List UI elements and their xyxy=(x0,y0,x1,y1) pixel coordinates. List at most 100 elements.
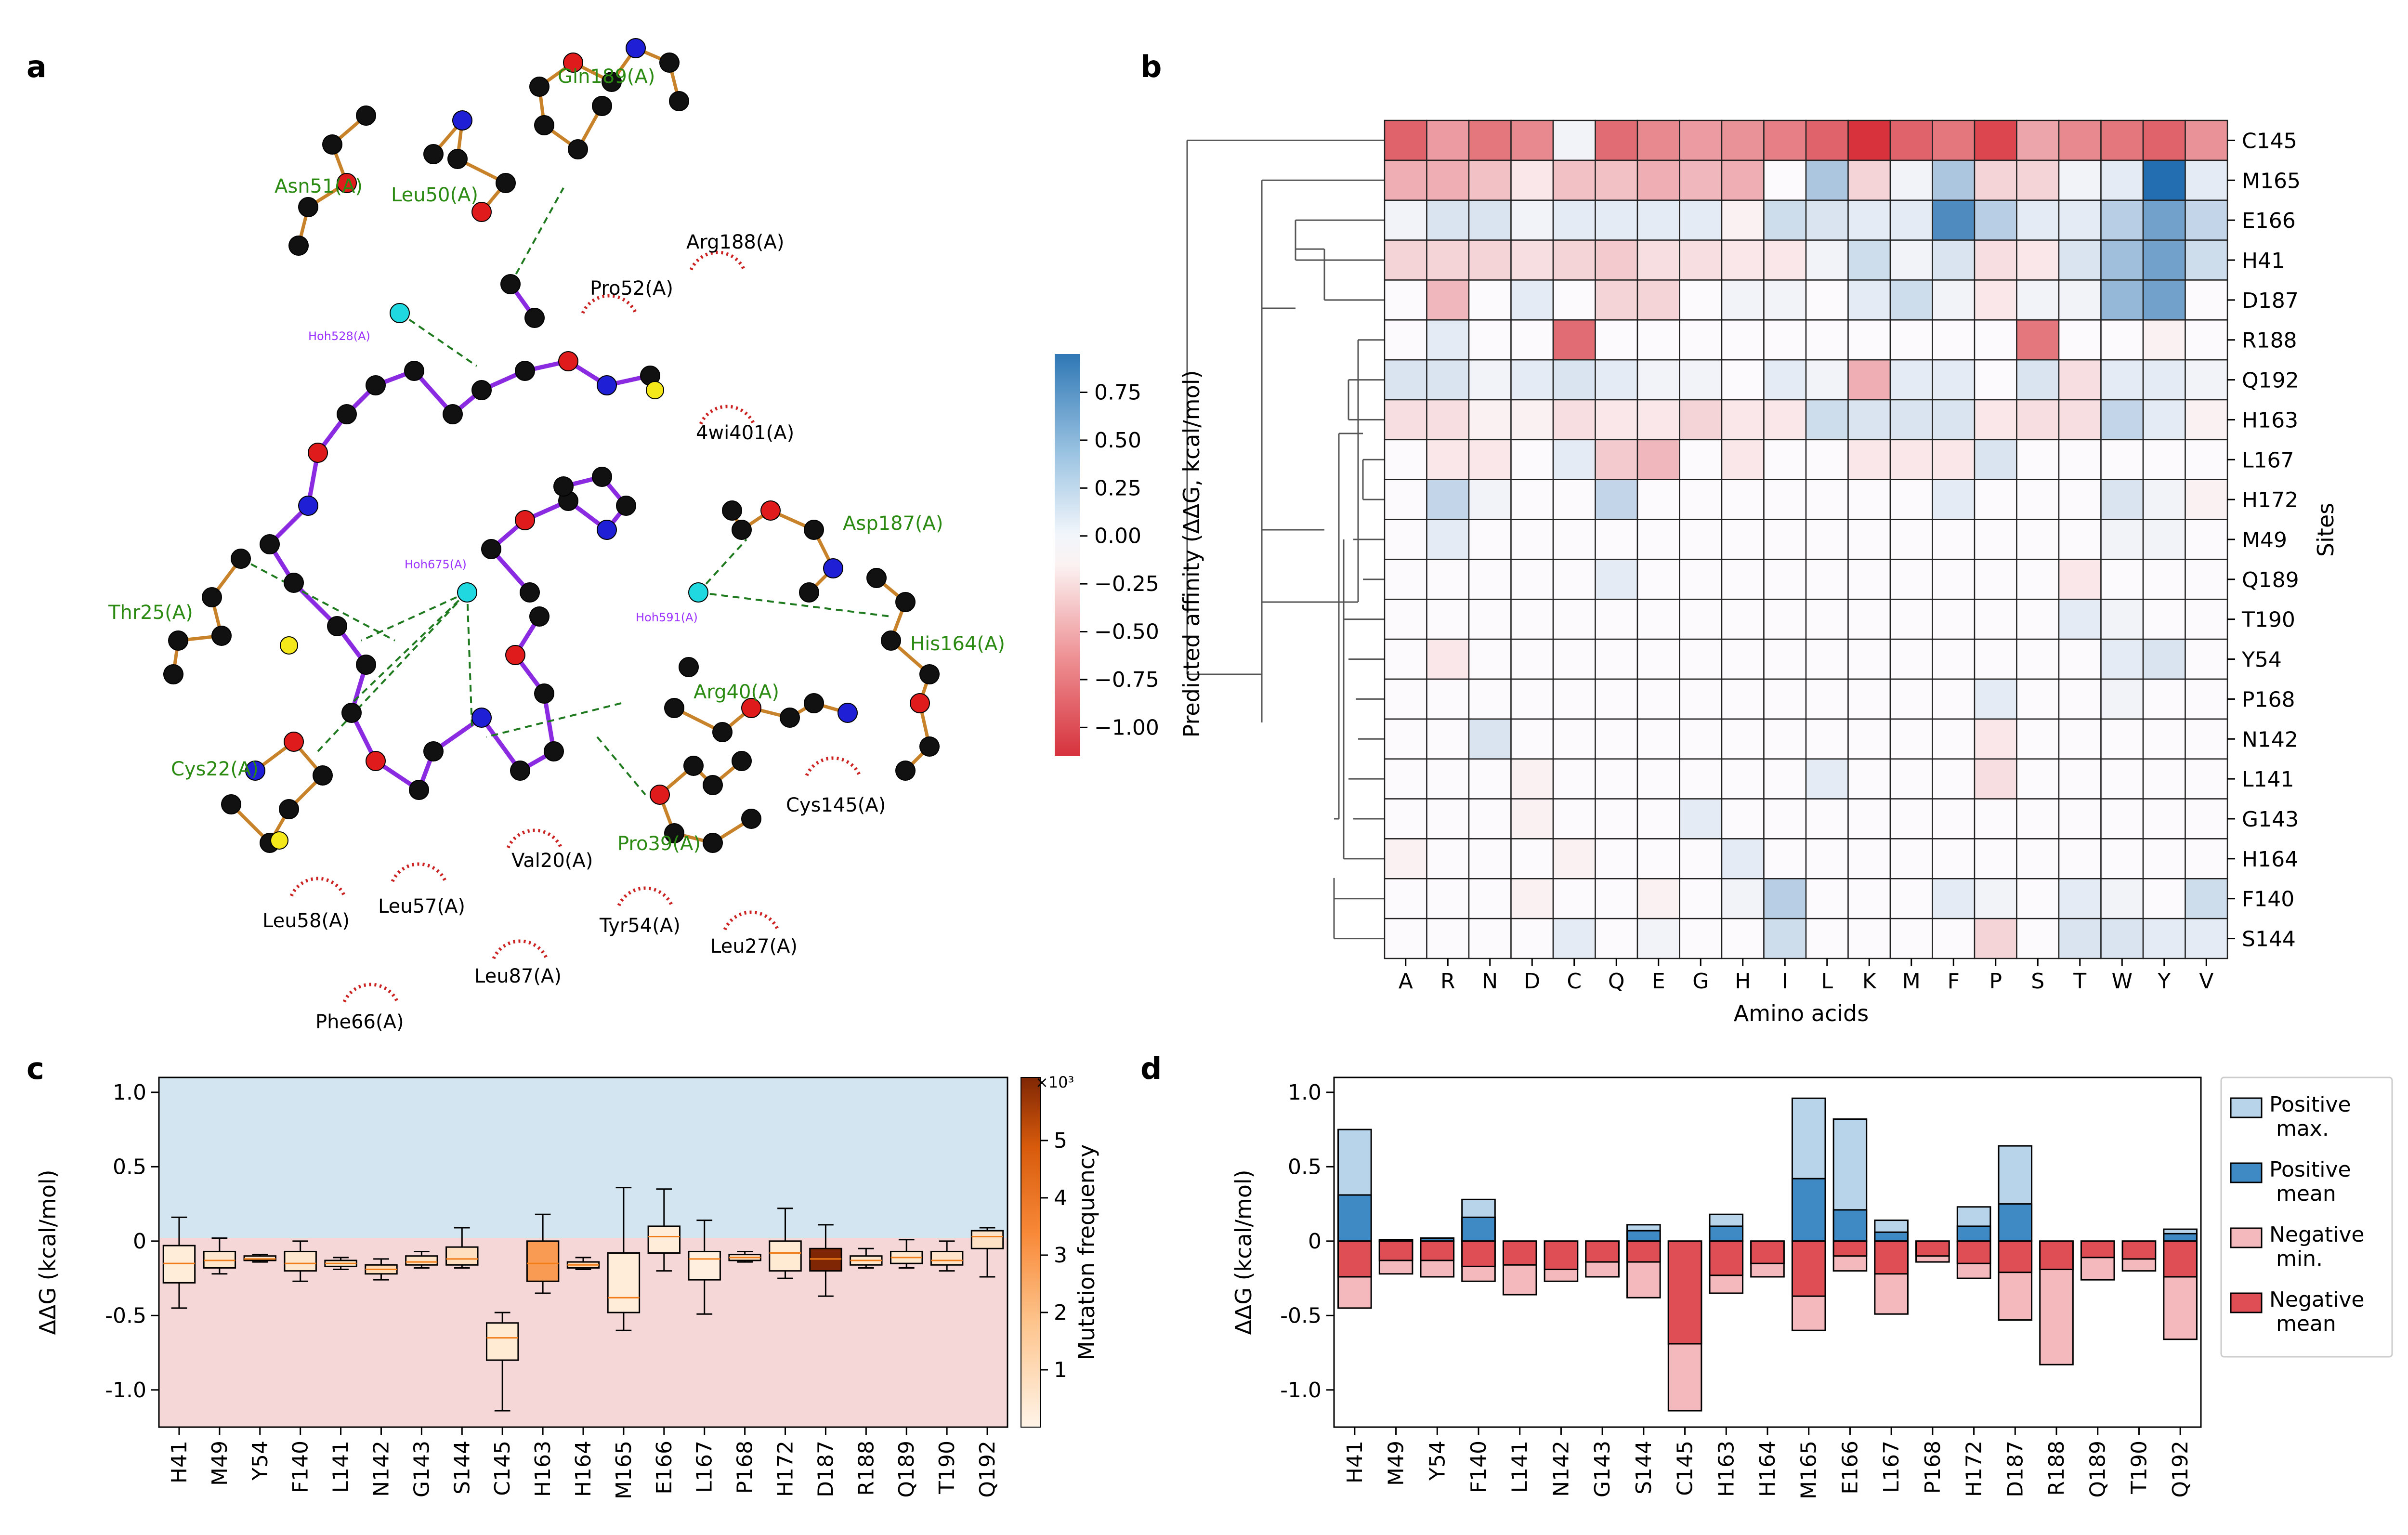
heatmap-x-tick-label: A xyxy=(1399,969,1413,994)
atom xyxy=(337,404,357,424)
atom xyxy=(356,105,376,126)
heatmap-cell xyxy=(2185,119,2228,161)
heatmap-cell xyxy=(1426,678,1470,720)
diagram-hydrophobic-arcs xyxy=(289,250,862,1003)
heatmap-cell xyxy=(1974,519,2017,560)
heatmap-cell xyxy=(1805,559,1849,600)
heatmap-cell xyxy=(2100,599,2144,640)
atom xyxy=(443,404,463,424)
heatmap-cell xyxy=(1889,838,1933,879)
heatmap-cell xyxy=(1595,838,1638,879)
heatmap-cell xyxy=(1847,838,1891,879)
heatmap-cell xyxy=(1510,758,1554,800)
heatmap-cell xyxy=(1384,239,1427,281)
boxplot-x-tick-label: H172 xyxy=(773,1441,798,1497)
row-dendrogram xyxy=(1186,139,1385,940)
atom xyxy=(452,110,472,131)
heatmap-x-tick-label: V xyxy=(2199,969,2213,994)
heatmap-cell xyxy=(1468,798,1512,840)
boxplot-x-tick-label: T190 xyxy=(935,1441,959,1495)
heatmap-cell xyxy=(2100,519,2144,560)
heatmap-cell xyxy=(2142,878,2186,919)
atom xyxy=(341,703,362,723)
heatmap-cell xyxy=(1847,718,1891,760)
heatmap-cell xyxy=(1426,159,1470,201)
hydrophobic-contact-arc xyxy=(805,756,862,776)
heatmap-cell xyxy=(1974,878,2017,919)
heatmap-cell xyxy=(1889,758,1933,800)
hydrophobic-contact-arc xyxy=(342,983,399,1003)
heatmap-cell xyxy=(1510,559,1554,600)
heatmap-x-tick-label: T xyxy=(2073,969,2086,994)
heatmap-cell xyxy=(2185,199,2228,241)
heatmap-cell xyxy=(1932,479,1976,520)
heatmap-cell xyxy=(1636,838,1680,879)
boxplot-x-ticks: H41 M49 Y54 F140 L141 N142 G143 S144 C145 H163 H16… xyxy=(167,1427,1000,1499)
boxplot-x-tick-label: H164 xyxy=(571,1441,596,1497)
hydrogen-bond xyxy=(399,312,478,367)
heatmap-cell xyxy=(2142,678,2186,720)
heatmap-cell xyxy=(1889,718,1933,760)
atom xyxy=(496,173,516,193)
heatmap-cell xyxy=(2058,758,2102,800)
heatmap-cell xyxy=(1636,678,1680,720)
heatmap-cell xyxy=(2016,479,2060,520)
sulfur-atom xyxy=(270,831,288,850)
heatmap-cell xyxy=(1510,878,1554,919)
atom xyxy=(650,785,670,805)
boxplot-x-tick-label: D187 xyxy=(813,1441,838,1497)
heatmap-cell xyxy=(2058,638,2102,680)
hydrogen-bond xyxy=(510,187,564,285)
heatmap-cell xyxy=(1721,319,1765,361)
heatmap-cell xyxy=(1847,519,1891,560)
bar xyxy=(2121,1240,2157,1260)
heatmap-cell xyxy=(1595,319,1638,361)
atom xyxy=(404,361,424,381)
bar xyxy=(1667,1240,1702,1345)
label-leu27: Leu27(A) xyxy=(710,935,798,958)
legend-swatch xyxy=(2230,1162,2263,1183)
heatmap-cell xyxy=(1679,718,1723,760)
bar-x-tick-label: Y54 xyxy=(1425,1441,1450,1481)
heatmap-cell xyxy=(1468,159,1512,201)
heatmap-cell xyxy=(2058,119,2102,161)
frequency-colorbar xyxy=(1021,1077,1041,1428)
heatmap-cell xyxy=(2100,559,2144,600)
bar xyxy=(1750,1240,1785,1264)
box-body xyxy=(647,1225,681,1254)
heatmap-cell xyxy=(2185,239,2228,281)
heatmap-cell xyxy=(1510,838,1554,879)
heatmap-cell xyxy=(2185,359,2228,401)
frequency-colorbar-tick-label: 2 xyxy=(1054,1300,1067,1325)
atom xyxy=(308,443,328,463)
heatmap-cell xyxy=(2142,199,2186,241)
atom xyxy=(163,664,183,684)
colorbar-tick-label: −1.00 xyxy=(1094,715,1159,740)
label-leu87: Leu87(A) xyxy=(474,965,562,987)
heatmap-cell xyxy=(1468,279,1512,321)
bar-x-tick-label: M165 xyxy=(1797,1441,1821,1499)
atom xyxy=(910,693,930,713)
heatmap-cell xyxy=(1552,838,1596,879)
bar-x-ticks: H41 M49 Y54 F140 L141 N142 G143 S144 C145 H163 H16… xyxy=(1343,1427,2193,1499)
heatmap-cell xyxy=(1721,758,1765,800)
heatmap-colorbar xyxy=(1055,354,1080,756)
atom xyxy=(919,664,940,684)
hydrogen-bond xyxy=(466,592,473,728)
heatmap-cell xyxy=(1636,199,1680,241)
heatmap-cell xyxy=(1889,199,1933,241)
heatmap-cell xyxy=(1426,758,1470,800)
atom xyxy=(780,708,800,728)
heatmap-cell xyxy=(1974,399,2017,441)
heatmap-cell xyxy=(1805,519,1849,560)
heatmap-cell xyxy=(1805,599,1849,640)
heatmap-cell xyxy=(1552,279,1596,321)
heatmap-cell xyxy=(1468,439,1512,480)
bar xyxy=(1915,1240,1950,1257)
heatmap-cell xyxy=(1510,119,1554,161)
heatmap-cell xyxy=(1932,678,1976,720)
bar xyxy=(1874,1231,1909,1242)
heatmap-cell xyxy=(1595,758,1638,800)
heatmap-cell xyxy=(2142,359,2186,401)
